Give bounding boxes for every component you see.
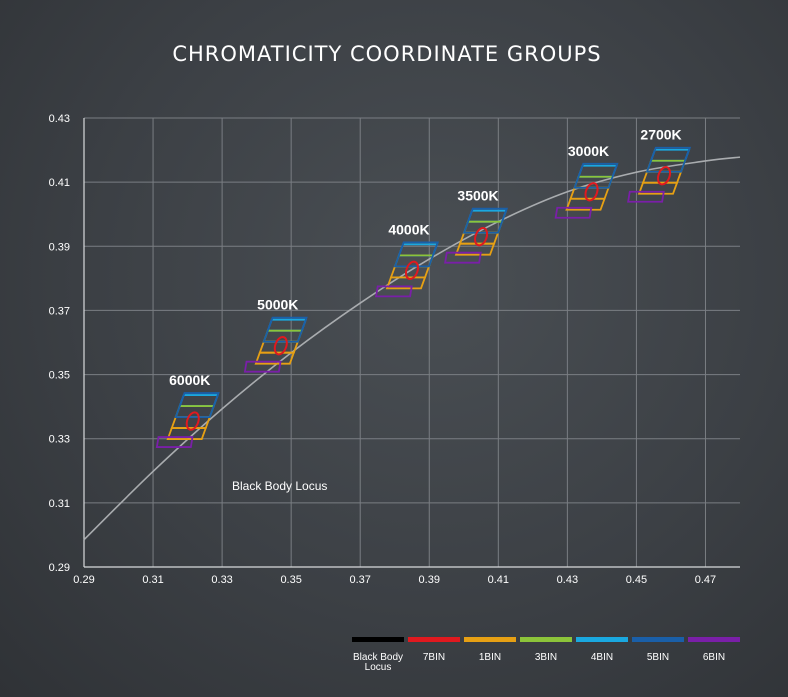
bin-5-quad <box>645 146 692 173</box>
legend-label: 5BIN <box>647 652 669 663</box>
bin-4-quad <box>266 318 308 332</box>
legend-swatch <box>464 637 516 642</box>
x-tick-label: 0.47 <box>695 574 716 586</box>
legend-item: 4BIN <box>576 637 628 663</box>
bin-4-quad <box>649 148 691 162</box>
bin-4-quad <box>577 164 618 178</box>
bin-6-quad <box>444 251 482 264</box>
bin-1-quad <box>170 416 212 429</box>
x-tick-label: 0.37 <box>349 574 370 586</box>
legend-label: Black Body <box>353 652 403 663</box>
black-body-locus-line <box>83 156 741 541</box>
bin-4-quad <box>178 394 220 407</box>
cct-label: 3000K <box>568 143 609 159</box>
cct-label: 2700K <box>640 127 681 143</box>
x-tick-label: 0.33 <box>211 574 232 586</box>
y-tick-label: 0.39 <box>49 241 70 253</box>
legend-label: 3BIN <box>535 652 557 663</box>
legend-label: Locus <box>365 662 392 673</box>
y-tick-label: 0.37 <box>49 305 70 317</box>
y-tick-label: 0.33 <box>49 434 70 446</box>
black-body-locus-label: Black Body Locus <box>232 479 327 493</box>
x-tick-label: 0.41 <box>488 574 509 586</box>
y-tick-label: 0.31 <box>49 498 70 510</box>
bin-group-6000k: 6000K <box>155 372 220 448</box>
legend-label: 4BIN <box>591 652 613 663</box>
x-tick-label: 0.39 <box>419 574 440 586</box>
legend-label: 7BIN <box>423 652 445 663</box>
x-tick-label: 0.45 <box>626 574 647 586</box>
cct-label: 5000K <box>257 297 298 313</box>
bin-group-3500k: 3500K <box>444 188 509 264</box>
bin-5-quad <box>393 241 440 268</box>
y-tick-label: 0.41 <box>49 177 70 189</box>
plot-area: 0.29 0.31 0.33 0.35 0.37 0.39 0.41 0.43 0.45 0.47… <box>49 113 741 586</box>
bin-7-ellipse <box>404 260 420 281</box>
bin-7-ellipse <box>185 411 200 431</box>
bin-6-quad <box>554 206 593 219</box>
bin-group-4000k: 4000K <box>375 221 440 298</box>
legend-swatch <box>632 637 684 642</box>
x-tick-label: 0.35 <box>280 574 301 586</box>
bin-1-quad <box>641 170 683 184</box>
x-tick-label: 0.43 <box>557 574 578 586</box>
bin-group-3000k: 3000K <box>554 143 619 219</box>
legend-swatch <box>520 637 572 642</box>
legend-item: 1BIN <box>464 637 516 663</box>
bin-6-quad <box>243 360 282 373</box>
legend-swatch <box>576 637 628 642</box>
legend-item: 5BIN <box>632 637 684 663</box>
legend-item: 3BIN <box>520 637 572 663</box>
chart-title: CHROMATICITY COORDINATE GROUPS <box>172 42 601 66</box>
x-tick-label: 0.29 <box>73 574 94 586</box>
legend-swatch <box>408 637 460 642</box>
x-tick-label: 0.31 <box>142 574 163 586</box>
bin-5-quad <box>462 207 509 234</box>
bin-6-quad <box>627 190 665 203</box>
cct-label: 3500K <box>457 188 498 204</box>
y-tick-label: 0.29 <box>49 562 70 574</box>
legend-label: 1BIN <box>479 652 501 663</box>
bin-6-quad <box>155 436 194 448</box>
cct-label: 6000K <box>169 372 210 388</box>
y-tick-label: 0.35 <box>49 370 70 382</box>
bin-7-ellipse <box>474 227 489 247</box>
legend-swatch <box>352 637 404 642</box>
bin-7-ellipse <box>273 336 288 356</box>
y-tick-label: 0.43 <box>49 113 70 125</box>
bin-7-ellipse <box>657 166 672 186</box>
bin-group-5000k: 5000K <box>243 297 308 373</box>
legend-item: 7BIN <box>408 637 460 663</box>
bin-5-quad <box>174 392 220 418</box>
bin-1-quad <box>389 265 431 279</box>
bin-7-ellipse <box>584 182 599 202</box>
legend-label: 6BIN <box>703 652 725 663</box>
bin-5-quad <box>262 316 308 343</box>
legend-swatch <box>688 637 740 642</box>
bin-5-quad <box>573 162 619 189</box>
bin-group-2700k: 2700K <box>627 127 692 203</box>
bin-6-quad <box>375 285 413 298</box>
legend-item: 6BIN <box>688 637 740 663</box>
cct-label: 4000K <box>388 221 429 237</box>
